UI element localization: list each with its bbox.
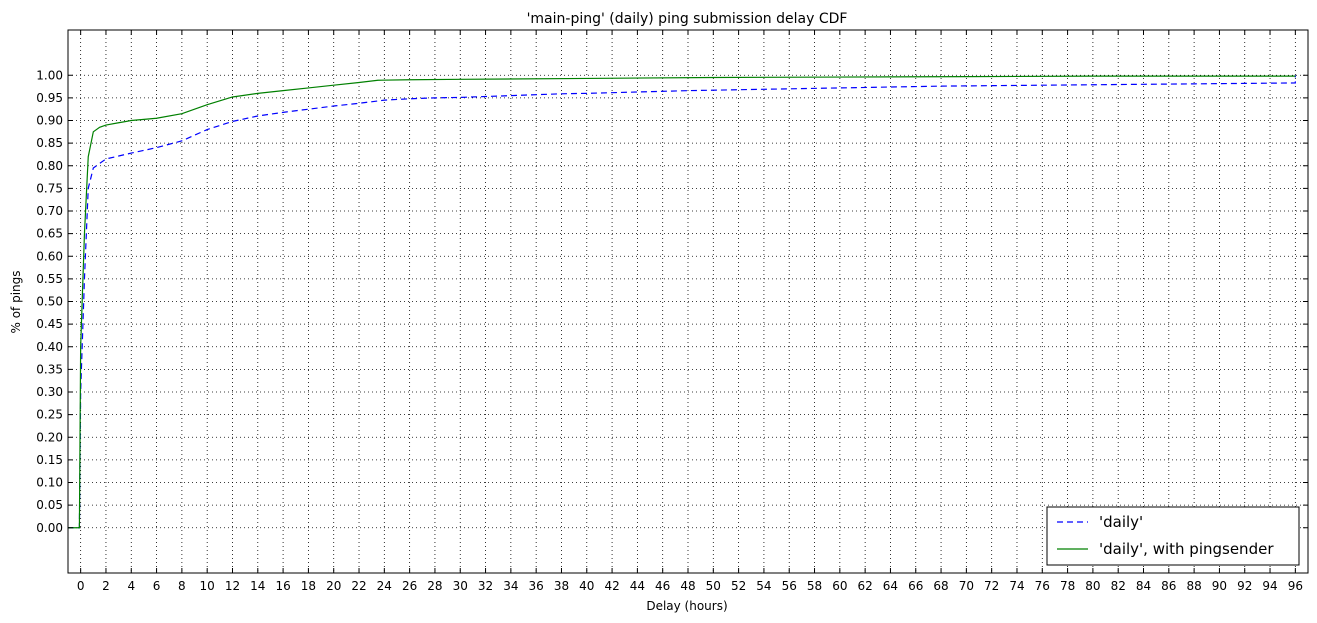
x-tick-label: 54 [756,579,771,593]
y-tick-label: 0.90 [36,114,63,128]
x-tick-label: 20 [326,579,341,593]
x-tick-label: 38 [554,579,569,593]
x-axis-ticks: 0 2 4 6 8 10 12 14 16 18 20 22 24 26 28 30 32 34 36 38 40 42 4… [77,30,1303,593]
x-tick-label: 80 [1085,579,1100,593]
x-tick-label: 22 [351,579,366,593]
legend-entry-1: 'daily', with pingsender [1099,540,1274,558]
y-tick-label: 0.95 [36,91,63,105]
y-tick-label: 0.45 [36,317,63,331]
x-tick-label: 50 [706,579,721,593]
x-tick-label: 86 [1161,579,1176,593]
grid-lines [68,30,1308,573]
y-tick-label: 0.65 [36,227,63,241]
x-tick-label: 2 [102,579,110,593]
legend-entry-0: 'daily' [1099,513,1143,531]
x-tick-label: 94 [1262,579,1277,593]
x-tick-label: 62 [858,579,873,593]
y-tick-label: 0.85 [36,136,63,150]
x-tick-label: 0 [77,579,85,593]
y-tick-label: 0.50 [36,295,63,309]
y-tick-label: 0.10 [36,476,63,490]
y-tick-label: 0.60 [36,249,63,263]
x-tick-label: 84 [1136,579,1151,593]
x-tick-label: 6 [153,579,161,593]
series-lines [68,75,1296,529]
x-tick-label: 68 [933,579,948,593]
y-tick-label: 0.75 [36,181,63,195]
x-tick-label: 34 [503,579,518,593]
legend-box [1046,506,1300,566]
y-tick-label: 0.40 [36,340,63,354]
y-axis-ticks: 0.00 0.05 0.10 0.15 0.20 0.25 0.30 0.35 0.40 0.45… [36,68,1308,535]
y-tick-label: 0.20 [36,430,63,444]
x-tick-label: 66 [908,579,923,593]
x-tick-label: 76 [1035,579,1050,593]
x-axis-label: Delay (hours) [646,599,727,613]
x-tick-label: 8 [178,579,186,593]
y-tick-label: 0.15 [36,453,63,467]
y-tick-label: 0.70 [36,204,63,218]
y-tick-label: 0.25 [36,408,63,422]
y-tick-label: 0.05 [36,498,63,512]
x-tick-label: 14 [250,579,265,593]
x-tick-label: 26 [402,579,417,593]
x-tick-label: 72 [984,579,999,593]
x-tick-label: 58 [807,579,822,593]
x-tick-label: 4 [127,579,135,593]
x-tick-label: 46 [655,579,670,593]
legend: 'daily' 'daily', with pingsender [1046,506,1300,566]
x-tick-label: 74 [1009,579,1024,593]
chart-title: 'main-ping' (daily) ping submission dela… [527,11,848,27]
x-tick-label: 28 [427,579,442,593]
x-tick-label: 78 [1060,579,1075,593]
y-tick-label: 1.00 [36,68,63,82]
x-tick-label: 32 [478,579,493,593]
x-tick-label: 12 [225,579,240,593]
x-tick-label: 16 [275,579,290,593]
x-tick-label: 42 [604,579,619,593]
y-tick-label: 0.35 [36,362,63,376]
x-tick-label: 96 [1288,579,1303,593]
x-tick-label: 90 [1212,579,1227,593]
series-line-0 [68,75,1296,529]
y-tick-label: 0.55 [36,272,63,286]
x-tick-label: 30 [453,579,468,593]
x-tick-label: 60 [832,579,847,593]
x-tick-label: 52 [731,579,746,593]
x-tick-label: 24 [377,579,392,593]
y-tick-label: 0.00 [36,521,63,535]
y-tick-label: 0.30 [36,385,63,399]
x-tick-label: 82 [1111,579,1126,593]
x-tick-label: 44 [630,579,645,593]
x-tick-label: 48 [680,579,695,593]
x-tick-label: 64 [883,579,898,593]
x-tick-label: 88 [1186,579,1201,593]
x-tick-label: 70 [959,579,974,593]
series-line-1 [68,75,1296,529]
x-tick-label: 36 [529,579,544,593]
x-tick-label: 56 [782,579,797,593]
y-tick-label: 0.80 [36,159,63,173]
x-tick-label: 18 [301,579,316,593]
x-tick-label: 92 [1237,579,1252,593]
x-tick-label: 10 [200,579,215,593]
x-tick-label: 40 [579,579,594,593]
y-axis-label: % of pings [9,270,23,333]
